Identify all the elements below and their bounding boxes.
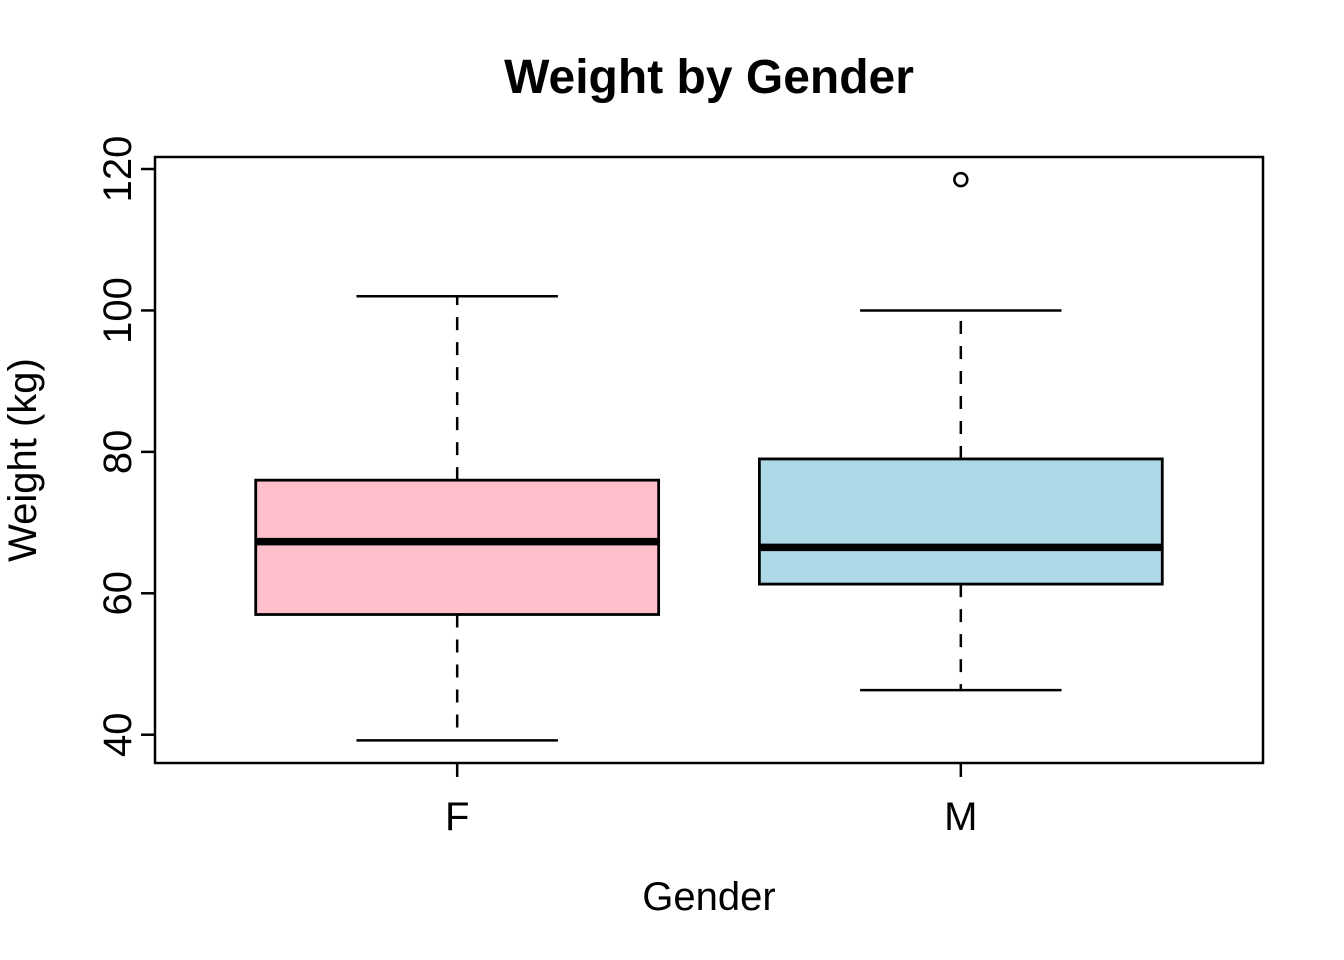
box-F <box>254 478 661 616</box>
x-tick-label-M: M <box>944 795 977 839</box>
x-tick-label-F: F <box>445 795 469 839</box>
plot-layer: F M 40 60 80 100 120 <box>96 136 1265 839</box>
outlier-point-M <box>953 171 969 188</box>
box-M <box>757 457 1164 586</box>
chart-title: Weight by Gender <box>504 51 914 104</box>
y-tick-label: 100 <box>96 277 140 344</box>
y-axis-label: Weight (kg) <box>1 358 45 562</box>
plot-border <box>153 155 1265 765</box>
y-tick-label: 60 <box>96 571 140 616</box>
y-tick-label: 80 <box>96 430 140 475</box>
x-axis-label: Gender <box>642 875 775 919</box>
y-tick-label: 120 <box>96 136 140 203</box>
y-tick-label: 40 <box>96 712 140 757</box>
